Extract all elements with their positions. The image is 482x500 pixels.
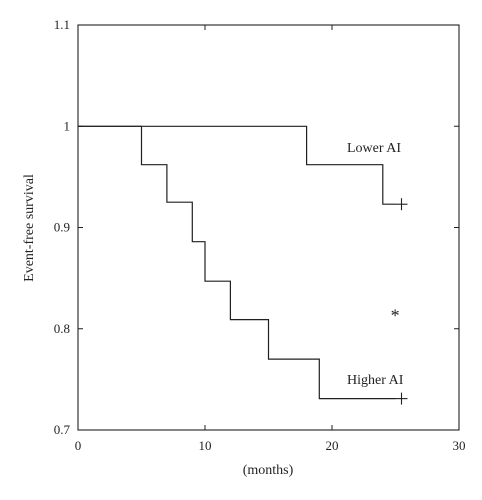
x-axis-ticks: 0 10 20 30: [75, 25, 466, 453]
y-tick-label: 0.7: [54, 422, 71, 437]
series-group: Lower AI Higher AI: [78, 125, 408, 405]
series-label: Higher AI: [347, 373, 404, 388]
y-tick-label: 0.9: [54, 220, 70, 235]
x-tick-label: 20: [326, 438, 339, 453]
y-tick-label: 1.1: [54, 17, 70, 32]
series-label: Lower AI: [347, 141, 401, 156]
x-tick-label: 0: [75, 438, 82, 453]
y-tick-label: 1: [64, 118, 71, 133]
significance-asterisk: *: [391, 306, 400, 326]
x-axis-label: (months): [243, 463, 294, 478]
plot-frame: [77, 24, 460, 431]
y-axis-label: Event-free survival: [22, 174, 37, 282]
series-line-lower-ai: [78, 125, 396, 205]
annotations-group: *: [391, 306, 400, 326]
x-tick-label: 30: [453, 438, 466, 453]
x-tick-label: 10: [199, 438, 212, 453]
plot-border: [77, 24, 460, 431]
series-line-higher-ai: [78, 125, 396, 400]
y-tick-label: 0.8: [54, 321, 70, 336]
